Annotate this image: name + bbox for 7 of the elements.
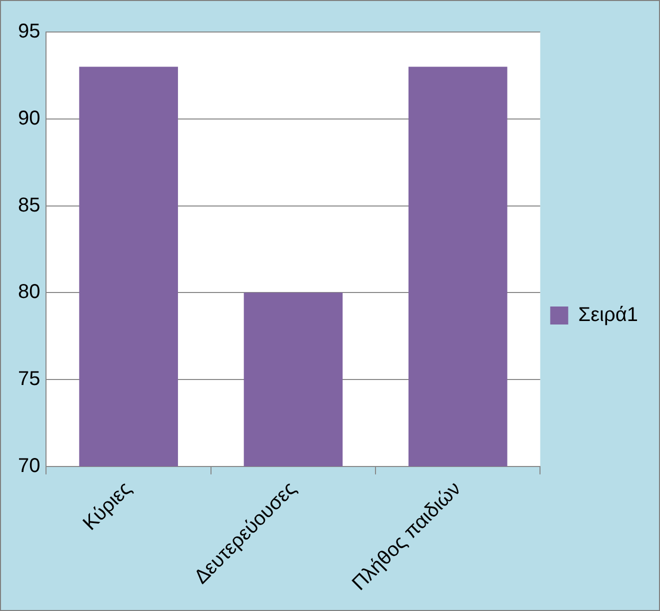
- y-tick-label: 90: [18, 107, 40, 130]
- y-tick-label: 70: [18, 454, 40, 477]
- y-tick-label: 80: [18, 281, 40, 304]
- legend-label: Σειρά1: [578, 304, 638, 326]
- y-tick-label: 95: [18, 20, 40, 43]
- y-tick-label: 75: [18, 368, 40, 390]
- y-tick-label: 85: [18, 194, 40, 216]
